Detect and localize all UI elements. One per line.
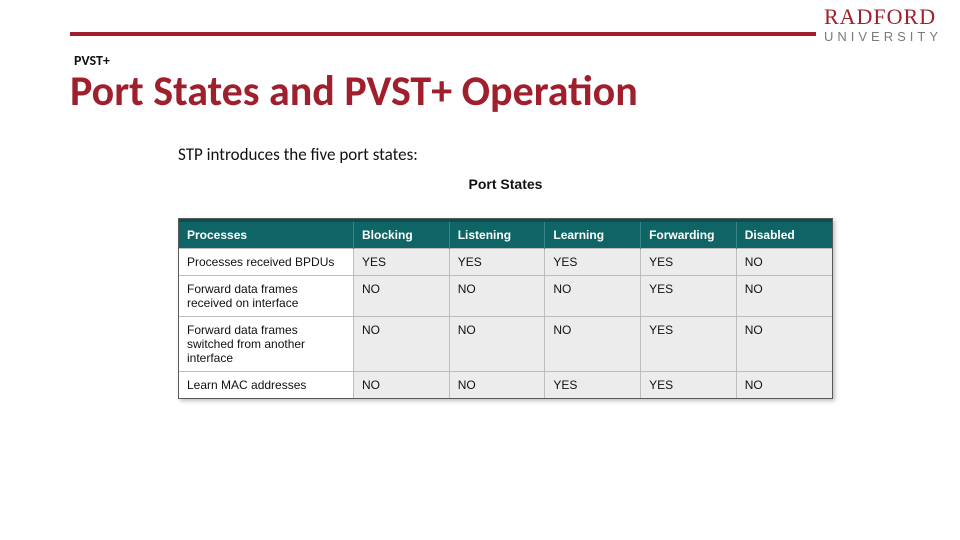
row-label: Learn MAC addresses [179, 372, 354, 399]
logo-subtitle: UNIVERSITY [824, 30, 942, 43]
table-row: Forward data frames switched from anothe… [179, 317, 832, 372]
cell: NO [545, 317, 641, 372]
university-logo: RADFORD UNIVERSITY [824, 6, 942, 43]
cell: YES [641, 276, 737, 317]
port-states-table: Processes Blocking Listening Learning Fo… [179, 219, 832, 398]
cell: YES [545, 249, 641, 276]
cell: NO [736, 249, 832, 276]
header-rule [70, 32, 816, 36]
cell: NO [449, 276, 545, 317]
cell: NO [354, 317, 450, 372]
table-row: Processes received BPDUs YES YES YES YES… [179, 249, 832, 276]
cell: NO [545, 276, 641, 317]
cell: NO [354, 372, 450, 399]
col-processes: Processes [179, 221, 354, 249]
cell: NO [449, 317, 545, 372]
table-caption: Port States [178, 176, 833, 192]
row-label: Processes received BPDUs [179, 249, 354, 276]
table-body: Processes received BPDUs YES YES YES YES… [179, 249, 832, 399]
slide-subtitle: STP introduces the five port states: [178, 144, 418, 165]
table-row: Forward data frames received on interfac… [179, 276, 832, 317]
table-header-row: Processes Blocking Listening Learning Fo… [179, 221, 832, 249]
col-listening: Listening [449, 221, 545, 249]
col-blocking: Blocking [354, 221, 450, 249]
cell: NO [736, 317, 832, 372]
cell: YES [641, 249, 737, 276]
row-label: Forward data frames switched from anothe… [179, 317, 354, 372]
cell: NO [736, 372, 832, 399]
col-learning: Learning [545, 221, 641, 249]
col-disabled: Disabled [736, 221, 832, 249]
cell: YES [449, 249, 545, 276]
cell: YES [354, 249, 450, 276]
cell: YES [641, 317, 737, 372]
logo-name: RADFORD [824, 6, 942, 28]
cell: YES [545, 372, 641, 399]
cell: NO [449, 372, 545, 399]
col-forwarding: Forwarding [641, 221, 737, 249]
port-states-table-wrap: Processes Blocking Listening Learning Fo… [178, 218, 833, 399]
cell: NO [354, 276, 450, 317]
cell: YES [641, 372, 737, 399]
table-row: Learn MAC addresses NO NO YES YES NO [179, 372, 832, 399]
cell: NO [736, 276, 832, 317]
slide-title: Port States and PVST+ Operation [70, 66, 638, 117]
row-label: Forward data frames received on interfac… [179, 276, 354, 317]
